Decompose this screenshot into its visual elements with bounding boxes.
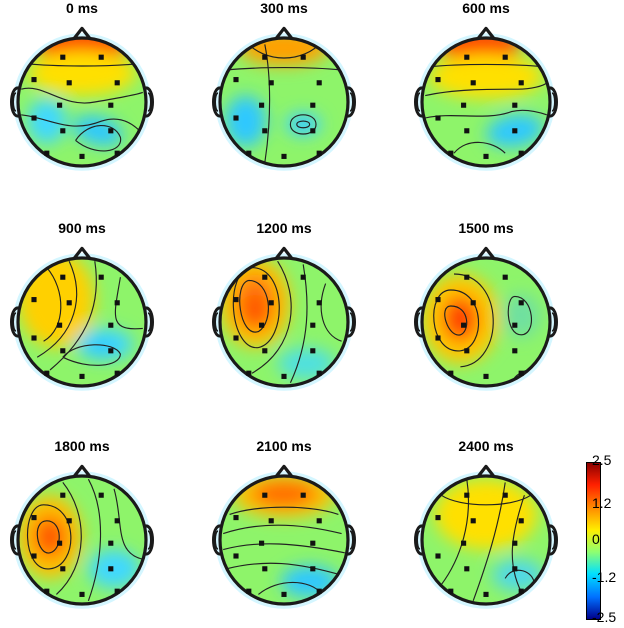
colorbar-tick-label: 1.2 [592, 495, 612, 511]
topo-map [212, 26, 356, 171]
colorbar-tick-label: -2.5 [592, 609, 617, 625]
colorbar-tick-label: 2.5 [592, 452, 612, 468]
map-title: 900 ms [58, 220, 106, 236]
map-title: 1800 ms [54, 438, 110, 454]
map-title: 600 ms [462, 0, 510, 16]
map-title: 1200 ms [256, 220, 312, 236]
topo-map [414, 246, 558, 391]
topo-map [212, 246, 356, 391]
topo-map [10, 246, 154, 391]
topo-map [414, 464, 558, 609]
map-title: 1500 ms [458, 220, 514, 236]
map-title: 0 ms [66, 0, 98, 16]
colorbar [586, 462, 601, 620]
map-title: 300 ms [260, 0, 308, 16]
map-title: 2400 ms [458, 438, 514, 454]
colorbar-tick-label: 0 [592, 531, 600, 547]
map-title: 2100 ms [256, 438, 312, 454]
topo-map [212, 464, 356, 609]
colorbar-tick-label: -1.2 [592, 569, 617, 585]
topo-map [414, 26, 558, 171]
topo-map [10, 26, 154, 171]
topo-map [10, 464, 154, 609]
